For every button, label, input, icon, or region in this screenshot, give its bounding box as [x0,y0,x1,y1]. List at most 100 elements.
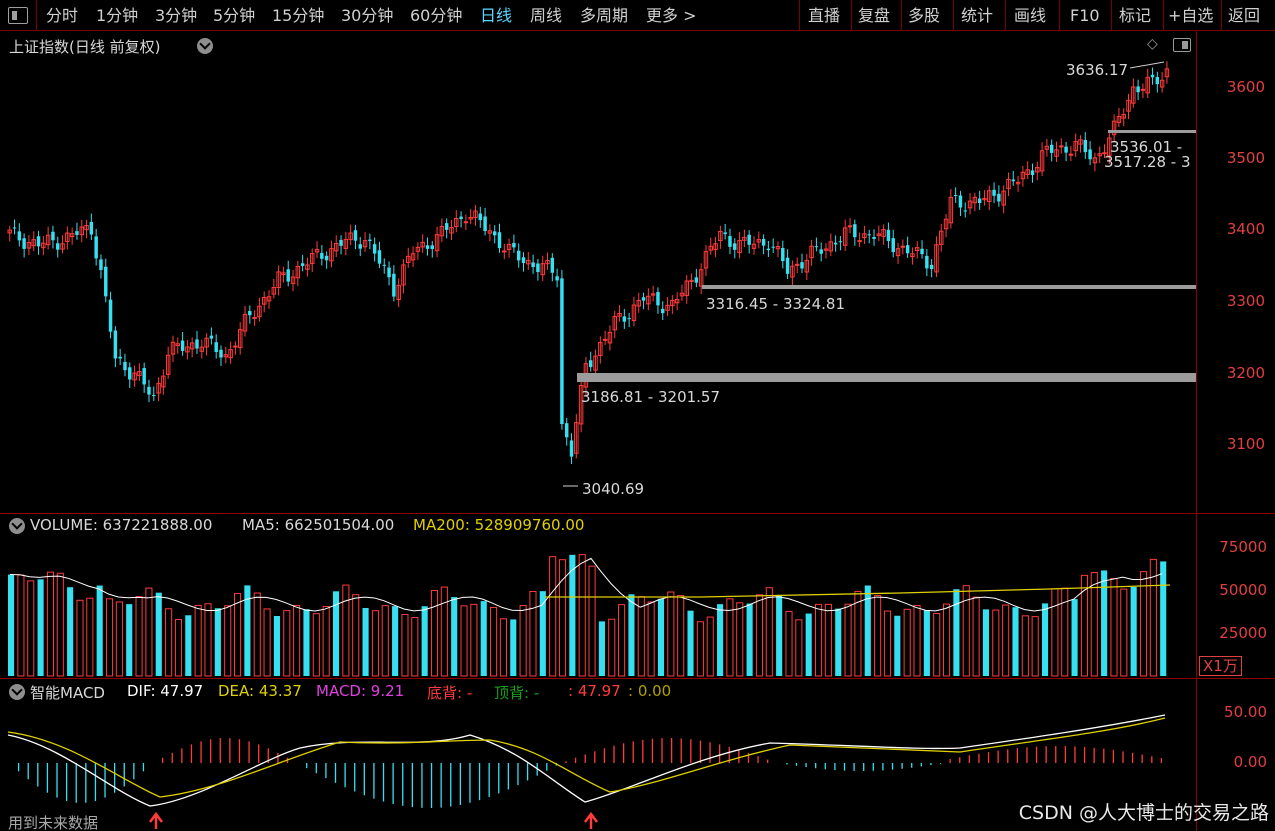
candle-body [1011,179,1016,182]
back-button[interactable]: 返回 [1228,6,1261,25]
gap-band [1108,130,1196,133]
candle-body [223,354,229,358]
tab-60min[interactable]: 60分钟 [410,6,463,25]
candle-body [1049,144,1054,153]
tab-multi-period[interactable]: 多周期 [580,6,629,25]
draw-line-button[interactable]: 画线 [1014,6,1047,25]
volume-axis-tick: 25000 [1219,624,1267,642]
tab-weekly[interactable]: 周线 [530,6,563,25]
candle-body [492,231,497,236]
chevron-down-icon[interactable] [9,518,25,534]
candle-body [607,331,613,344]
multi-stock-button[interactable]: 多股 [908,6,941,25]
live-button[interactable]: 直播 [808,6,841,25]
candle-body [823,248,829,251]
candle-body [56,243,60,250]
macd-dea-label: DEA: 43.37 [218,682,302,700]
volume-bar [1041,603,1049,676]
candle-body [622,316,627,322]
volume-bar [1080,574,1088,677]
volume-bar [17,574,25,677]
panel-toggle-icon[interactable] [1173,38,1191,52]
tab-5min[interactable]: 5分钟 [213,6,256,25]
volume-bar [303,609,310,676]
candle-body [147,386,151,395]
candle-body [545,260,550,265]
chevron-down-icon[interactable] [9,684,25,700]
volume-bar [1139,571,1148,677]
candle-body [747,234,751,245]
candle-body [368,239,372,241]
volume-bar [430,590,439,677]
watermark: CSDN @人大博士的交易之路 [1018,802,1269,824]
add-watchlist-button[interactable]: +自选 [1168,6,1214,25]
candle-body [497,232,502,249]
candle-body [362,240,368,248]
statistics-button[interactable]: 统计 [961,6,994,25]
candle-body [199,346,205,352]
candle-body [1064,146,1068,153]
candle-body [920,248,924,255]
candle-body [862,233,867,239]
candle-body [290,276,296,285]
candle-body [60,243,65,250]
volume-bar [342,584,350,677]
candle-body [775,246,781,250]
candle-body [305,264,310,270]
tab-15min[interactable]: 15分钟 [272,6,325,25]
tab-daily[interactable]: 日线 [480,6,513,25]
tab-1min[interactable]: 1分钟 [96,6,139,25]
macd-dea-line [7,717,1166,798]
candle-body [512,243,516,248]
candle-body [617,313,622,317]
candle-body [1116,115,1122,123]
review-button[interactable]: 复盘 [858,6,891,25]
candle-body [900,245,906,248]
candle-body [526,259,531,265]
candle-body [401,264,406,286]
candle-body [531,262,535,268]
macd-dif-label: DIF: 47.97 [127,682,204,700]
candle-body [189,342,195,350]
diamond-icon[interactable]: ◇ [1147,36,1158,52]
tab-30min[interactable]: 30分钟 [341,6,394,25]
candle-body [631,304,637,322]
volume-bar [558,559,567,677]
candle-body [17,231,22,241]
candle-body [204,337,209,348]
volume-bar [263,608,271,677]
candle-body [1150,74,1155,78]
volume-bar [1110,578,1118,677]
tab-more[interactable]: 更多 > [646,6,697,25]
tab-intraday[interactable]: 分时 [46,6,79,25]
tab-3min[interactable]: 3分钟 [155,6,198,25]
volume-bar [332,591,340,676]
candle-body [1092,157,1098,164]
candle-body [847,225,853,228]
volume-bar [46,571,54,677]
volume-bar [598,621,605,676]
f10-button[interactable]: F10 [1070,6,1100,25]
buy-signal-arrow [584,811,598,829]
candle-body [175,343,181,347]
volume-bar [233,593,242,677]
sidebar-toggle-icon[interactable] [8,7,28,24]
candle-body [809,245,814,259]
mark-button[interactable]: 标记 [1119,6,1152,25]
candle-body [925,255,929,269]
chevron-down-icon[interactable] [197,38,213,54]
candle-body [406,255,411,264]
candle-body [997,193,1001,202]
candle-body [320,252,324,259]
candle-body [94,236,98,259]
high-marker-line [1129,61,1165,69]
candle-body [895,248,901,257]
candle-body [867,234,871,236]
volume-bar [1031,616,1039,677]
candle-body [1059,145,1064,148]
candle-body [1020,171,1026,180]
candle-body [439,225,445,237]
candle-body [963,210,967,212]
volume-bar [224,605,232,677]
